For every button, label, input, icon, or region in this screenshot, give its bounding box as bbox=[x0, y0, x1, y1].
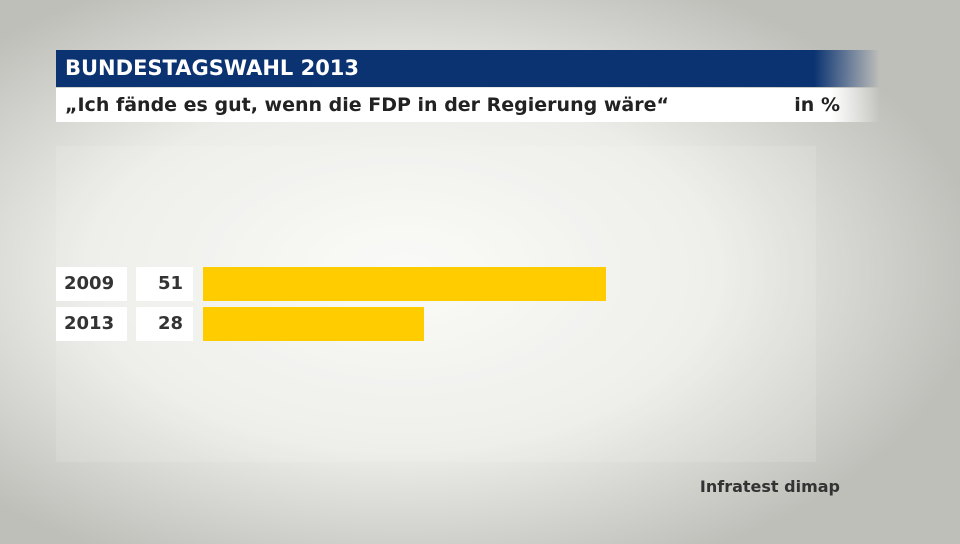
source-label: Infratest dimap bbox=[699, 477, 840, 496]
chart-panel bbox=[56, 146, 816, 462]
subtitle-text: „Ich fände es gut, wenn die FDP in der R… bbox=[65, 94, 669, 116]
chart-title: BUNDESTAGSWAHL 2013 bbox=[56, 50, 880, 87]
bar bbox=[203, 267, 606, 301]
data-label: 51 bbox=[136, 267, 193, 301]
unit-label: in % bbox=[794, 94, 840, 116]
chart-subtitle: „Ich fände es gut, wenn die FDP in der R… bbox=[56, 88, 880, 122]
data-label: 28 bbox=[136, 307, 193, 341]
bar bbox=[203, 307, 425, 341]
category-label: 2013 bbox=[56, 307, 127, 341]
category-label: 2009 bbox=[56, 267, 127, 301]
